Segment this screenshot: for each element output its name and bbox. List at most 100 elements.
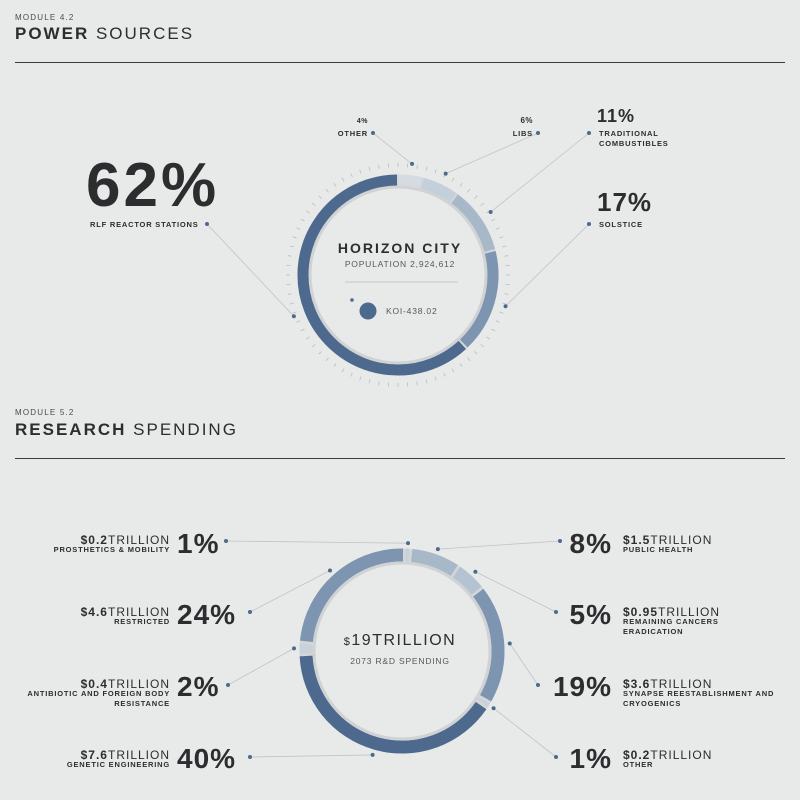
research-title-bold: RESEARCH	[15, 420, 127, 439]
public-health-leader-end	[558, 539, 562, 543]
solstice-leader	[505, 223, 590, 307]
power-tick-mark	[480, 344, 485, 348]
prosthetics-leader	[225, 540, 409, 544]
other-leader-dot	[410, 161, 415, 166]
power-tick-mark	[459, 183, 463, 187]
public-health-label: PUBLIC HEALTH	[623, 545, 694, 554]
libs-percent: 6%	[520, 116, 533, 125]
power-tick-mark	[359, 376, 362, 381]
power-divider	[15, 62, 785, 63]
libs-leader	[445, 132, 539, 175]
synapse-label: SYNAPSE REESTABLISHMENT AND CRYOGENICS	[623, 689, 775, 709]
power-donut-chart	[205, 131, 591, 387]
power-slice-combustibles	[450, 194, 496, 253]
power-inner-ring	[308, 185, 488, 365]
power-tick-mark	[467, 188, 471, 193]
antibiotic-percent: 2%	[177, 671, 220, 702]
power-title-rest: SOURCES	[95, 24, 195, 43]
power-leader-lines	[205, 131, 591, 319]
genetic-label: GENETIC ENGINEERING	[66, 760, 170, 769]
antibiotic-label: ANTIBIOTIC AND FOREIGN BODY RESISTANCE	[27, 689, 170, 709]
rlf-percent: 62%	[86, 151, 220, 220]
antibiotic-leader	[227, 648, 295, 686]
power-tick-mark	[292, 311, 297, 314]
antibiotic-leader-dot	[292, 646, 297, 651]
genetic-amount: $7.6TRILLION	[20, 746, 170, 764]
power-tick-mark	[451, 177, 455, 182]
prosthetics-leader-dot	[406, 541, 411, 546]
synapse-leader-dot	[507, 641, 512, 646]
research-slice-restricted	[300, 548, 404, 643]
research-slice-synapse	[473, 588, 505, 702]
rlf-label: RLF REACTOR STATIONS	[90, 220, 199, 229]
power-tick-mark	[306, 336, 310, 340]
prosthetics-leader-end	[224, 539, 228, 543]
restricted-amount-unit: TRILLION	[107, 605, 170, 619]
power-tick-mark	[459, 363, 463, 367]
research-leader-lines	[224, 539, 562, 759]
synapse-leader-end	[536, 683, 540, 687]
power-tick-mark	[300, 218, 305, 222]
power-tick-mark	[499, 311, 504, 314]
genetic-percent: 40%	[177, 743, 237, 774]
planet-marker	[359, 302, 377, 320]
other-research-amount: $0.2TRILLION	[623, 746, 712, 764]
other-research-amount-unit: TRILLION	[650, 748, 713, 762]
cancers-label: REMAINING CANCERS ERADICATION	[623, 617, 719, 637]
research-ring	[299, 548, 505, 754]
power-tick-mark	[491, 218, 496, 222]
restricted-amount: $4.6TRILLION	[20, 603, 170, 621]
restricted-percent: 24%	[177, 599, 237, 630]
synapse-amount: $3.6TRILLION	[623, 675, 712, 693]
cancers-percent: 5%	[569, 599, 612, 630]
other-leader-end	[371, 131, 375, 135]
power-tick-mark	[292, 236, 297, 239]
power-tick-mark	[480, 202, 485, 206]
synapse-amount-unit: TRILLION	[650, 677, 713, 691]
power-tick-mark	[318, 195, 322, 199]
combustibles-leader	[490, 132, 590, 213]
power-tick-mark	[491, 328, 496, 332]
other-research-leader	[493, 707, 557, 758]
power-tick-ring	[286, 163, 510, 387]
other-research-leader-end	[554, 755, 558, 759]
cancers-leader-dot	[473, 569, 478, 574]
power-tick-mark	[495, 320, 500, 323]
other-research-percent: 1%	[569, 743, 612, 774]
power-center-title: HORIZON CITY	[337, 240, 463, 256]
public-health-amount-value: $1.5	[623, 533, 651, 547]
power-slice-other	[398, 174, 422, 191]
synapse-percent: 19%	[552, 671, 612, 702]
power-tick-mark	[502, 302, 507, 305]
power-tick-mark	[306, 210, 310, 214]
power-module-number: MODULE 4.2	[15, 13, 75, 22]
power-tick-mark	[434, 169, 437, 174]
prosthetics-amount: $0.2TRILLION	[20, 531, 170, 549]
power-tick-mark	[502, 245, 507, 248]
other-research-amount-value: $0.2	[623, 748, 651, 762]
public-health-amount-unit: TRILLION	[650, 533, 713, 547]
power-tick-mark	[333, 363, 337, 367]
synapse-leader	[509, 643, 539, 686]
solstice-leader-dot	[503, 304, 508, 309]
prosthetics-amount-value: $0.2	[80, 533, 108, 547]
power-tick-mark	[474, 351, 478, 355]
libs-label: LIBS	[512, 129, 533, 138]
power-tick-mark	[311, 202, 316, 206]
moon-dot	[350, 298, 354, 302]
antibiotic-amount-unit: TRILLION	[107, 677, 170, 691]
power-tick-mark	[300, 328, 305, 332]
solstice-label: SOLSTICE	[599, 220, 643, 229]
synapse-amount-value: $3.6	[623, 677, 651, 691]
research-total-value: 19TRILLION	[351, 632, 457, 649]
research-slice-public-health	[410, 549, 458, 577]
power-tick-mark	[416, 164, 418, 169]
power-slice-libs	[420, 177, 457, 204]
power-tick-mark	[499, 236, 504, 239]
research-slice-genetic	[299, 655, 487, 754]
power-tick-mark	[434, 376, 437, 381]
restricted-leader-end	[248, 610, 252, 614]
cancers-amount-unit: TRILLION	[658, 605, 721, 619]
other-research-leader-dot	[491, 706, 496, 711]
power-tick-mark	[289, 302, 294, 305]
